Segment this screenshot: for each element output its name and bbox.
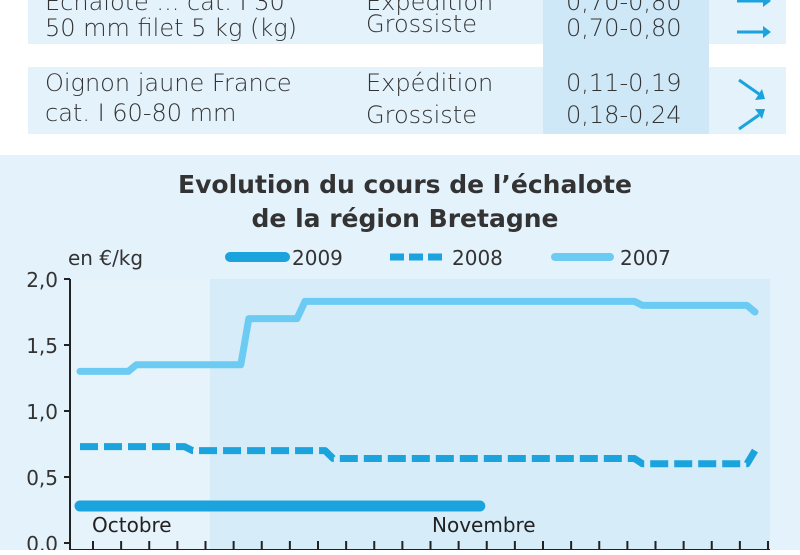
stage-grossiste: Grossiste [366, 101, 477, 129]
y-tick-label: 1,5 [26, 334, 58, 358]
legend-label-2008: 2008 [452, 246, 503, 270]
product-name-line1: Échalote ... cat. I 30 [45, 0, 285, 16]
y-tick-label: 0,0 [26, 532, 58, 550]
month-labels: Octobre Novembre [92, 513, 536, 537]
month-label: Novembre [432, 513, 536, 537]
trend-right-icon [737, 0, 771, 7]
line-chart: Evolution du cours de l’échalote de la r… [26, 170, 770, 555]
price-expedition: 0,70-0,80 [566, 0, 682, 16]
chart-panel: Evolution du cours de l’échalote de la r… [0, 155, 800, 555]
y-tick-label: 0,5 [26, 466, 58, 490]
trend-up-right-icon [738, 109, 765, 131]
stage-expedition: Expédition [366, 0, 494, 16]
chart-title-line1: Evolution du cours de l’échalote [178, 170, 632, 199]
product-name-line2: cat. I 60-80 mm [45, 99, 237, 127]
series-line-2008 [80, 443, 758, 468]
product-name-line1: Oignon jaune France [45, 69, 292, 97]
y-tick-label: 1,0 [26, 400, 58, 424]
stage-expedition: Expédition [366, 69, 494, 97]
trend-down-right-icon [738, 78, 765, 100]
price-grossiste: 0,70-0,80 [566, 14, 682, 42]
stage-grossiste: Grossiste [366, 10, 477, 38]
legend: 2009 2008 2007 [225, 246, 671, 270]
y-axis-unit-label: en €/kg [68, 246, 143, 270]
chart-title-line2: de la région Bretagne [252, 204, 559, 233]
price-expedition: 0,11-0,19 [566, 69, 682, 97]
legend-label-2007: 2007 [620, 246, 671, 270]
price-grossiste: 0,18-0,24 [566, 101, 682, 129]
series-layer [74, 297, 759, 512]
month-label: Octobre [92, 513, 172, 537]
legend-label-2009: 2009 [292, 246, 343, 270]
y-tick-label: 2,0 [26, 268, 58, 292]
product-name-line2: 50 mm filet 5 kg (kg) [45, 14, 297, 42]
price-column-highlight [543, 0, 709, 134]
trend-right-icon [737, 26, 771, 38]
series-line-2007 [76, 297, 759, 375]
y-axis: 2,0 1,5 1,0 0,5 0,0 [26, 268, 71, 555]
